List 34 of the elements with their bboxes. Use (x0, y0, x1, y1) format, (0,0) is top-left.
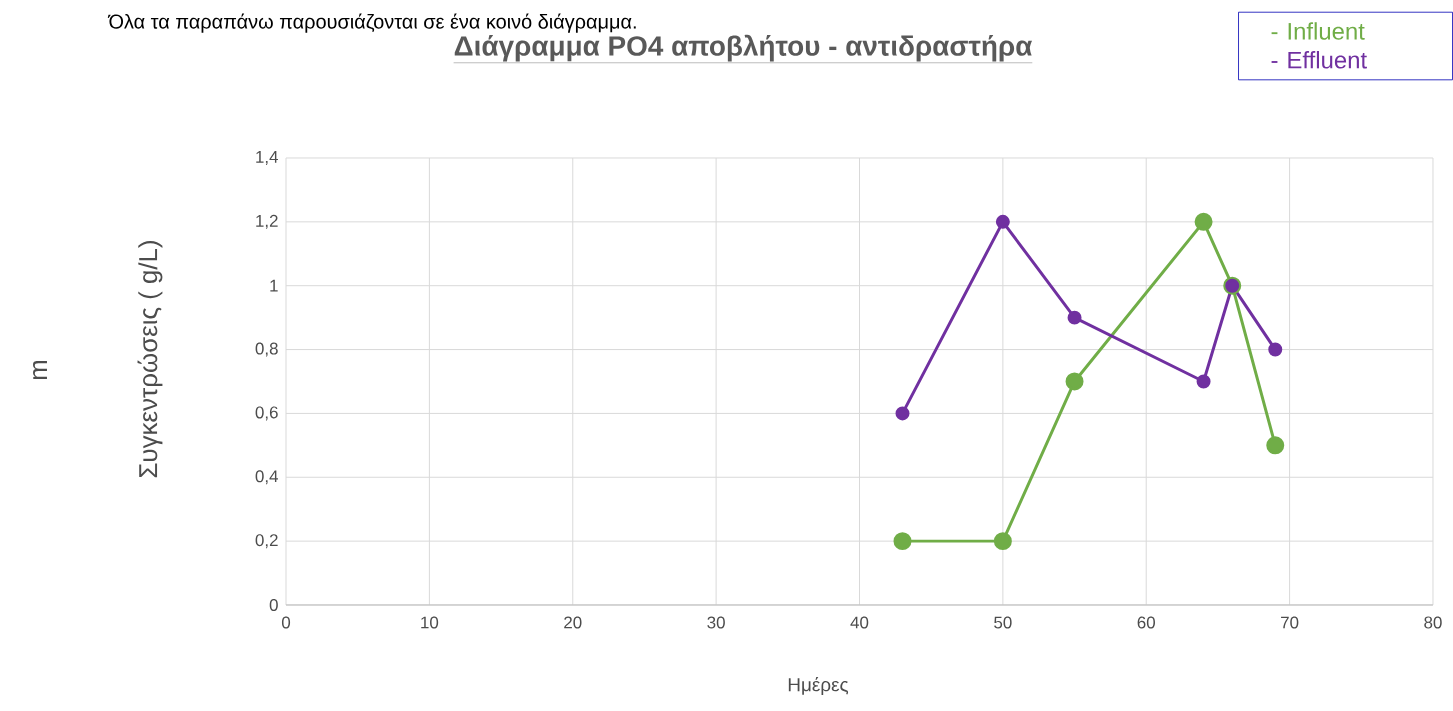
x-tick-label: 50 (994, 616, 1012, 629)
y-tick-label: 1,2 (256, 214, 278, 229)
point (995, 214, 1010, 229)
point (1268, 342, 1283, 357)
x-tick-label: 10 (421, 616, 439, 629)
x-tick-label: 30 (707, 616, 725, 629)
y-axis-title: Συγκεντρώσεις ( g/L) (137, 241, 163, 478)
point (993, 532, 1012, 551)
x-tick-label: 40 (850, 616, 869, 629)
x-tick-label: 60 (1137, 616, 1155, 629)
y-tick-label: 1,4 (256, 151, 278, 165)
x-tick-label: 0 (281, 616, 291, 629)
x-tick-label: 20 (564, 616, 582, 629)
x-tick-label: 70 (1281, 616, 1299, 629)
y-tick-label: 0,8 (255, 342, 278, 357)
chart-title: Διάγραμμα PO4 αποβλήτου - αντιδραστήρα (454, 34, 1033, 62)
point (893, 532, 912, 551)
x-axis-title: Ημέρες (788, 676, 849, 696)
point (1196, 374, 1211, 389)
text: - Effluent (1271, 51, 1367, 69)
point (895, 406, 910, 421)
x-tick-label: 80 (1424, 616, 1442, 629)
point (1065, 372, 1084, 391)
text: - Influent (1271, 22, 1365, 40)
point (1266, 436, 1285, 455)
text: Όλα τα παραπάνω παρουσιάζονται σε ένα κοινό διάγραμμα. (107, 13, 636, 33)
y-tick-label: 0,6 (255, 406, 278, 421)
text: m (33, 360, 47, 380)
y-tick-label: 1 (270, 279, 278, 292)
y-tick-label: 0 (269, 598, 278, 611)
point (1194, 212, 1213, 231)
y-tick-label: 0,4 (255, 470, 278, 485)
point (1067, 310, 1082, 325)
y-tick-label: 0,2 (255, 534, 278, 549)
